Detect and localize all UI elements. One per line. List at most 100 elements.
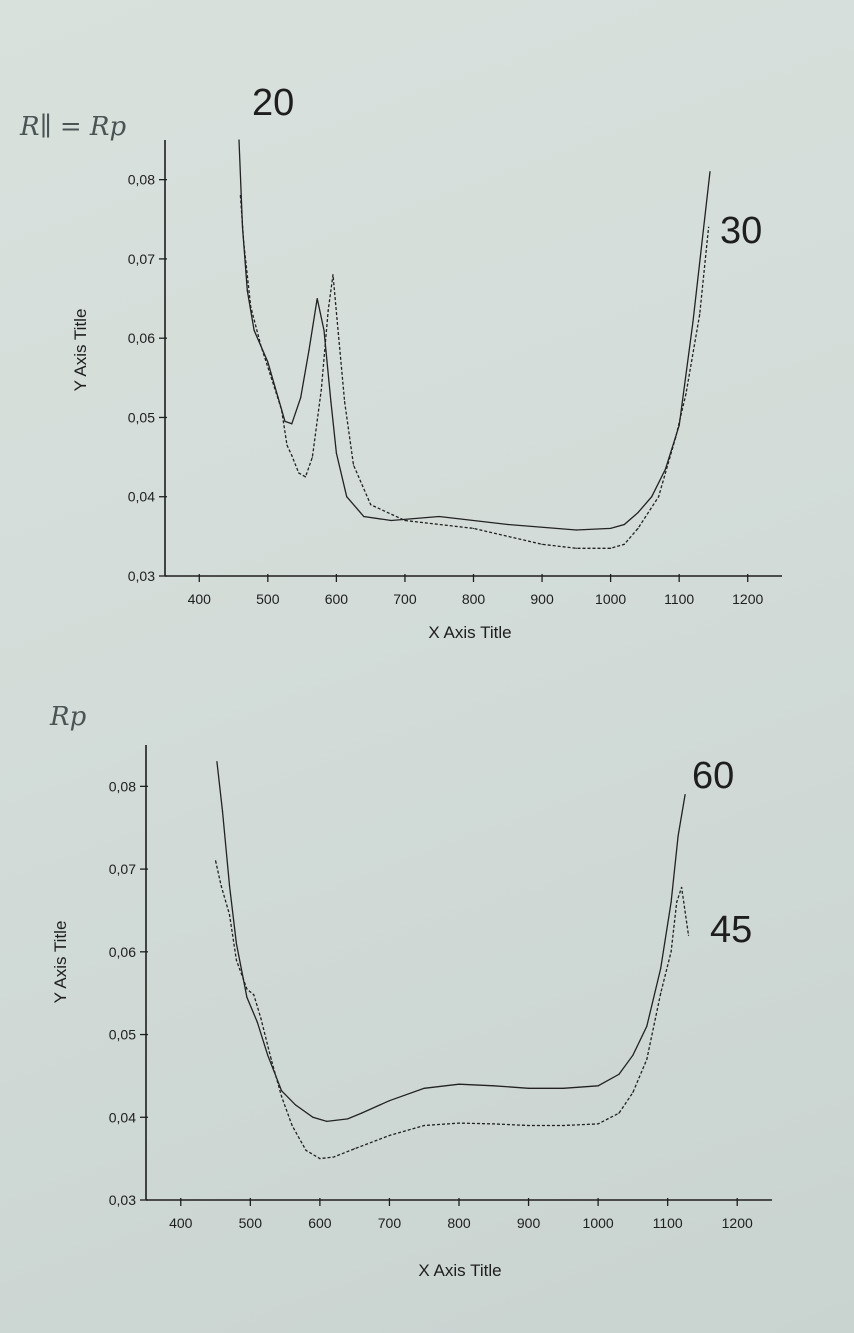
data-point-20	[284, 420, 286, 423]
data-point-20	[253, 329, 255, 331]
data-point-20	[246, 290, 248, 292]
data-point-45	[423, 1124, 425, 1127]
data-point-20	[610, 527, 612, 530]
data-point-60	[597, 1085, 599, 1087]
y-tick-label: 0,06	[109, 944, 136, 960]
data-point-60	[493, 1085, 495, 1087]
data-point-30	[637, 527, 639, 530]
data-point-60	[294, 1104, 297, 1106]
chart-bottom: Rp 0,03 0,04 0,05 0,06 0,07 0,08 400 500 600 700 80…	[49, 702, 772, 1280]
data-point-45	[527, 1124, 530, 1127]
series-label-60: 60	[692, 755, 734, 797]
data-point-20	[438, 515, 440, 518]
data-point-30	[404, 519, 406, 522]
data-point-30	[344, 401, 346, 403]
y-tick-label: 0,07	[128, 251, 155, 267]
data-point-60	[326, 1120, 328, 1123]
series-line-30	[239, 195, 710, 549]
data-point-20	[390, 519, 392, 522]
data-point-30	[675, 436, 677, 438]
x-tick-label: 700	[378, 1215, 402, 1231]
data-point-30	[304, 476, 307, 478]
data-point-60	[618, 1073, 620, 1075]
data-point-30	[260, 345, 262, 347]
data-point-30	[298, 472, 300, 474]
y-tick-label: 0,05	[128, 409, 155, 425]
data-point-45	[660, 992, 662, 994]
x-tick-label: 500	[239, 1215, 263, 1231]
data-point-60	[281, 1090, 283, 1092]
x-axis-title: X Axis Title	[418, 1261, 501, 1280]
series-label-45: 45	[710, 909, 752, 951]
data-point-30	[623, 543, 625, 545]
data-point-60	[670, 901, 672, 903]
x-tick-label: 800	[447, 1215, 471, 1231]
data-point-20	[709, 171, 711, 173]
data-point-20	[316, 297, 318, 300]
data-point-60	[660, 967, 662, 969]
handwritten-label: R∥ = Rp	[19, 112, 126, 142]
data-point-45	[305, 1149, 307, 1151]
x-tick-label: 1100	[653, 1215, 683, 1231]
data-point-20	[692, 321, 694, 323]
data-point-20	[291, 423, 293, 425]
data-point-45	[562, 1124, 564, 1127]
data-point-45	[680, 886, 683, 888]
x-tick-label: 800	[462, 591, 486, 607]
data-point-30	[320, 389, 322, 391]
y-tick-label: 0,04	[109, 1109, 136, 1125]
chart-top: R∥ = Rp 0,03 0,04 0,05 0,06 0,07 0,08 400 500 600…	[19, 82, 782, 642]
data-point-20	[308, 349, 310, 351]
series-line-60	[216, 761, 686, 1123]
data-point-45	[319, 1158, 321, 1160]
data-point-45	[354, 1148, 356, 1150]
x-tick-label: 600	[325, 591, 349, 607]
y-axis-title: Y Axis Title	[71, 309, 90, 392]
x-tick-label: 600	[308, 1215, 332, 1231]
series-line-20	[238, 139, 711, 531]
data-point-45	[260, 1017, 262, 1019]
x-tick-label: 400	[188, 591, 212, 607]
data-point-30	[239, 194, 242, 197]
y-tick-label: 0,06	[128, 330, 155, 346]
data-point-45	[214, 860, 217, 862]
data-point-60	[684, 794, 686, 796]
data-point-45	[291, 1124, 293, 1127]
x-axis-title: X Axis Title	[428, 623, 511, 642]
data-point-30	[541, 543, 543, 545]
data-point-45	[281, 1095, 283, 1098]
x-tick-label: 1100	[664, 591, 694, 607]
x-tick-label: 900	[517, 1215, 541, 1231]
data-point-30	[337, 333, 340, 335]
data-point-45	[687, 934, 690, 936]
handwritten-label: Rp	[49, 702, 87, 732]
data-point-45	[246, 988, 248, 990]
x-tick-label: 1200	[732, 591, 763, 607]
data-point-30	[280, 408, 283, 411]
data-point-60	[458, 1083, 460, 1085]
data-point-20	[651, 496, 653, 498]
data-point-60	[235, 942, 238, 945]
data-point-45	[388, 1134, 391, 1137]
data-point-20	[507, 523, 509, 526]
data-point-20	[623, 523, 625, 526]
data-point-30	[286, 444, 288, 446]
data-point-30	[610, 547, 612, 549]
data-point-20	[346, 496, 348, 498]
data-point-45	[493, 1123, 495, 1125]
data-point-60	[216, 760, 218, 763]
data-point-60	[267, 1054, 269, 1056]
data-point-45	[632, 1091, 634, 1094]
data-point-20	[267, 361, 269, 363]
x-tick-label: 1000	[595, 591, 626, 607]
data-point-45	[670, 951, 672, 953]
data-point-30	[270, 377, 272, 379]
data-point-20	[238, 139, 240, 141]
x-tick-label: 700	[393, 591, 417, 607]
data-point-20	[323, 329, 325, 331]
data-point-30	[327, 309, 329, 312]
y-tick-label: 0,08	[109, 778, 136, 794]
data-point-60	[246, 996, 248, 998]
y-tick-label: 0,07	[109, 861, 136, 877]
data-point-30	[699, 313, 701, 315]
